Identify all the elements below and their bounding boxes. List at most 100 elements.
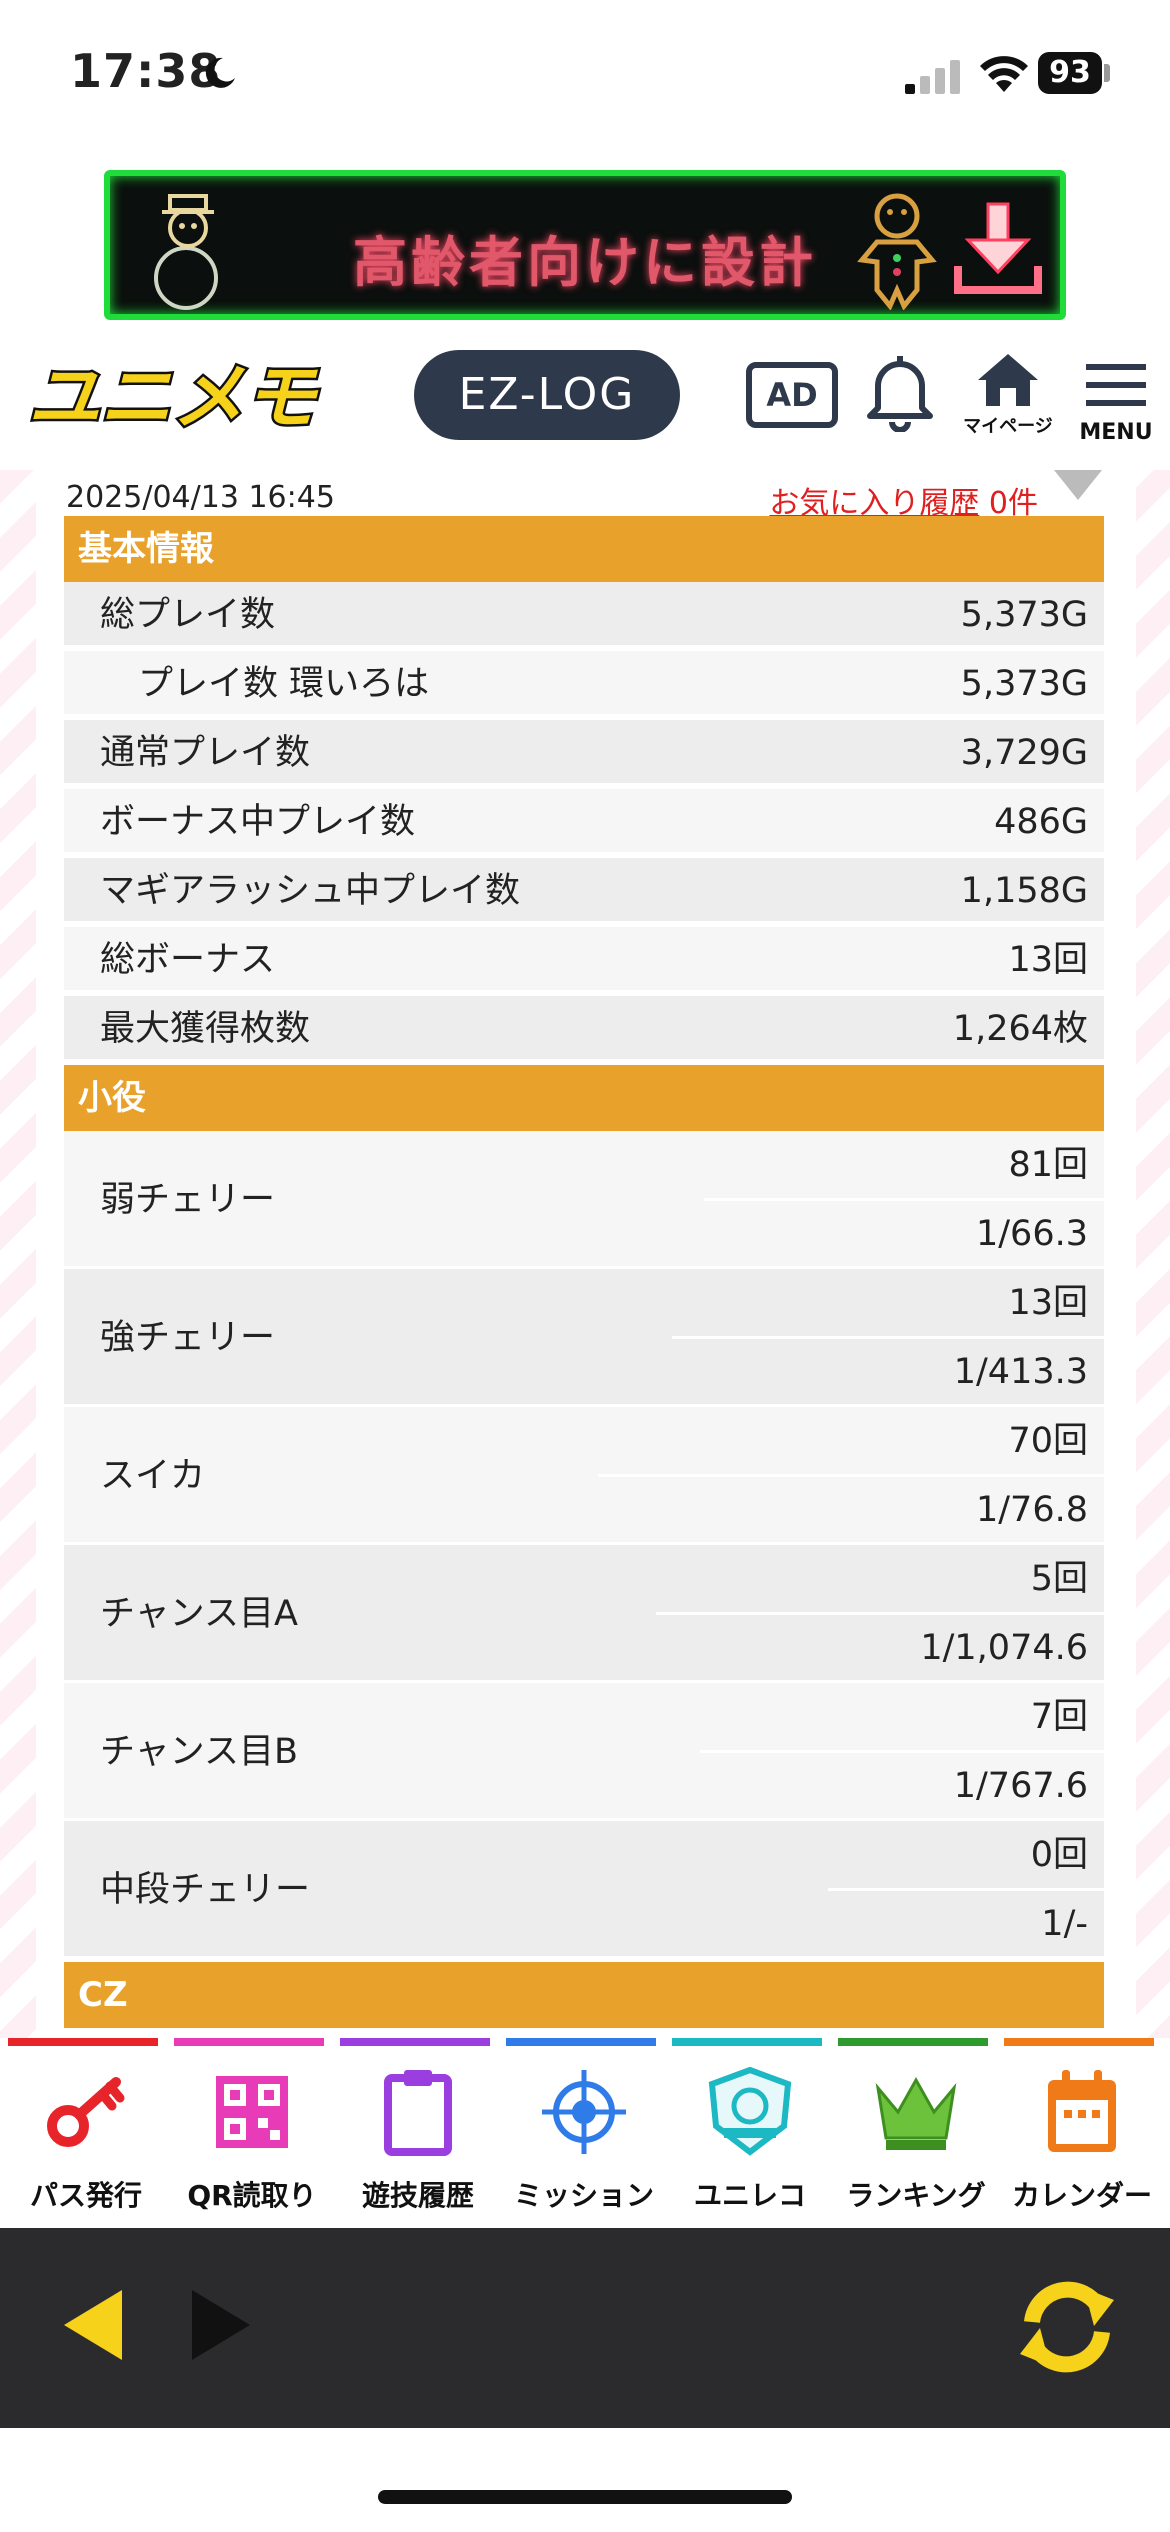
battery-tip <box>1104 64 1110 82</box>
home-icon <box>978 354 1038 406</box>
row-divider <box>598 1474 1104 1477</box>
meta-row: 2025/04/13 16:45 お気に入り履歴 0件 <box>66 470 1106 521</box>
row-probability: 1/66.3 <box>976 1214 1088 1254</box>
ad-button[interactable]: AD <box>746 362 838 428</box>
nav-color-bar <box>672 2038 822 2046</box>
bell-icon[interactable] <box>864 352 936 432</box>
nav-ranking[interactable]: ランキング <box>838 2038 994 2228</box>
table-row: チャンス目A 5回 1/1,074.6 <box>64 1545 1104 1683</box>
row-value: 5,373G <box>960 664 1088 704</box>
key-icon <box>47 2077 125 2147</box>
nav-color-bar <box>8 2038 158 2046</box>
mypage-label: マイページ <box>963 416 1053 437</box>
row-probability: 1/767.6 <box>953 1766 1088 1806</box>
row-label: ボーナス中プレイ数 <box>100 802 416 842</box>
row-label: 中段チェリー <box>100 1870 311 1910</box>
nav-color-bar <box>838 2038 988 2046</box>
nav-mission[interactable]: ミッション <box>506 2038 662 2228</box>
row-count: 81回 <box>1008 1145 1088 1185</box>
row-label: 弱チェリー <box>100 1180 276 1220</box>
ad-button-label: AD <box>766 376 818 414</box>
menu-label: MENU <box>1079 420 1153 445</box>
moon-icon <box>205 57 235 88</box>
nav-play-history[interactable]: 遊技履歴 <box>340 2038 496 2228</box>
row-value: 486G <box>994 802 1088 842</box>
wifi-icon <box>980 56 1028 92</box>
nav-label: カレンダー <box>1011 2179 1152 2212</box>
favorite-count: 0件 <box>988 486 1038 521</box>
row-label: スイカ <box>100 1456 206 1496</box>
menu-button[interactable]: MENU <box>1076 360 1156 460</box>
home-indicator[interactable] <box>378 2490 792 2504</box>
row-divider <box>828 1888 1104 1891</box>
row-label: 通常プレイ数 <box>100 733 311 773</box>
nav-color-bar <box>1004 2038 1154 2046</box>
row-count: 13回 <box>1008 1283 1088 1323</box>
nav-color-bar <box>506 2038 656 2046</box>
row-value: 5,373G <box>960 595 1088 635</box>
bottom-nav: パス発行 QR読取り 遊技履歴 ミッション <box>0 2038 1170 2228</box>
nav-color-bar <box>174 2038 324 2046</box>
ad-banner[interactable]: 高齢者向けに設計 <box>104 170 1066 320</box>
table-row: 中段チェリー 0回 1/- <box>64 1821 1104 1959</box>
nav-pass-issue[interactable]: パス発行 <box>8 2038 164 2228</box>
nav-label: パス発行 <box>29 2179 142 2212</box>
back-arrow-icon[interactable] <box>60 2288 126 2362</box>
row-label: チャンス目B <box>100 1732 298 1772</box>
nav-label: ランキング <box>846 2179 986 2212</box>
favorite-history: お気に入り履歴 0件 <box>769 478 1038 522</box>
row-label: 最大獲得枚数 <box>100 1009 311 1049</box>
row-value: 1,158G <box>960 871 1088 911</box>
row-count: 7回 <box>1030 1697 1088 1737</box>
nav-color-bar <box>340 2038 490 2046</box>
target-icon <box>542 2070 626 2154</box>
favorite-history-link[interactable]: お気に入り履歴 <box>769 486 980 521</box>
table-row: ボーナス中プレイ数 486G <box>64 789 1104 855</box>
nav-calendar[interactable]: カレンダー <box>1004 2038 1160 2228</box>
table-row: 通常プレイ数 3,729G <box>64 720 1104 786</box>
row-value: 1,264枚 <box>952 1009 1088 1049</box>
row-label: プレイ数 環いろは <box>138 664 430 704</box>
nav-unireco[interactable]: ユニレコ <box>672 2038 828 2228</box>
cellular-signal-icon <box>905 60 960 94</box>
row-count: 70回 <box>1008 1421 1088 1461</box>
nav-label: ミッション <box>513 2179 654 2212</box>
qr-code-icon <box>216 2076 288 2148</box>
row-probability: 1/413.3 <box>953 1352 1088 1392</box>
row-label: マギアラッシュ中プレイ数 <box>100 871 521 911</box>
row-divider <box>656 1612 1104 1615</box>
status-time: 17:38 <box>70 44 222 98</box>
reload-icon[interactable] <box>1010 2270 1124 2384</box>
snowman-icon <box>154 194 218 310</box>
table-row: 総プレイ数 5,373G <box>64 582 1104 648</box>
play-date: 2025/04/13 16:45 <box>66 480 335 515</box>
table-row: 弱チェリー 81回 1/66.3 <box>64 1131 1104 1269</box>
nav-qr-read[interactable]: QR読取り <box>174 2038 330 2228</box>
heart-icon[interactable] <box>1050 470 1106 510</box>
nav-label: QR読取り <box>187 2179 317 2212</box>
home-indicator-area <box>0 2428 1170 2532</box>
mypage-button[interactable]: マイページ <box>960 352 1056 462</box>
hamburger-icon <box>1086 364 1146 406</box>
row-value: 13回 <box>1008 940 1088 980</box>
table-row: 強チェリー 13回 1/413.3 <box>64 1269 1104 1407</box>
nav-label: 遊技履歴 <box>361 2179 474 2212</box>
crown-icon <box>875 2076 957 2150</box>
row-count: 5回 <box>1030 1559 1088 1599</box>
table-row: プレイ数 環いろは 5,373G <box>64 651 1104 717</box>
logo-text: ユニメモ <box>28 355 319 439</box>
unimemo-logo[interactable]: ユニメモ <box>24 352 354 440</box>
ad-banner-text: 高齢者向けに設計 <box>353 231 817 294</box>
table-row: 総ボーナス 13回 <box>64 927 1104 993</box>
section-header-basic: 基本情報 <box>64 516 1104 582</box>
forward-arrow-icon[interactable] <box>188 2288 254 2362</box>
data-card: 2025/04/13 16:45 お気に入り履歴 0件 基本情報 総プレイ数 5… <box>36 470 1136 2038</box>
status-bar: 17:38 93 <box>0 0 1170 150</box>
battery-icon: 93 <box>1038 52 1102 94</box>
row-label: 総プレイ数 <box>100 595 276 635</box>
ezlog-button[interactable]: EZ-LOG <box>414 350 680 440</box>
site-header: ユニメモ EZ-LOG AD マイページ MENU <box>0 330 1170 470</box>
calendar-icon <box>1048 2070 1116 2152</box>
row-label: チャンス目A <box>100 1594 298 1634</box>
section-header-koyaku: 小役 <box>64 1065 1104 1131</box>
